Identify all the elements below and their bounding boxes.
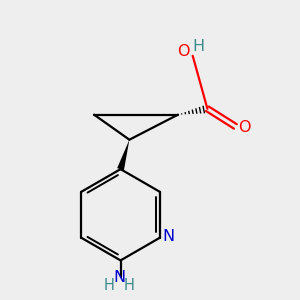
Text: H: H — [124, 278, 135, 293]
Text: N: N — [113, 270, 125, 285]
Text: H: H — [104, 278, 115, 293]
Polygon shape — [117, 140, 129, 170]
Text: N: N — [163, 229, 175, 244]
Text: O: O — [238, 120, 250, 135]
Text: O: O — [177, 44, 190, 59]
Text: H: H — [193, 39, 205, 54]
